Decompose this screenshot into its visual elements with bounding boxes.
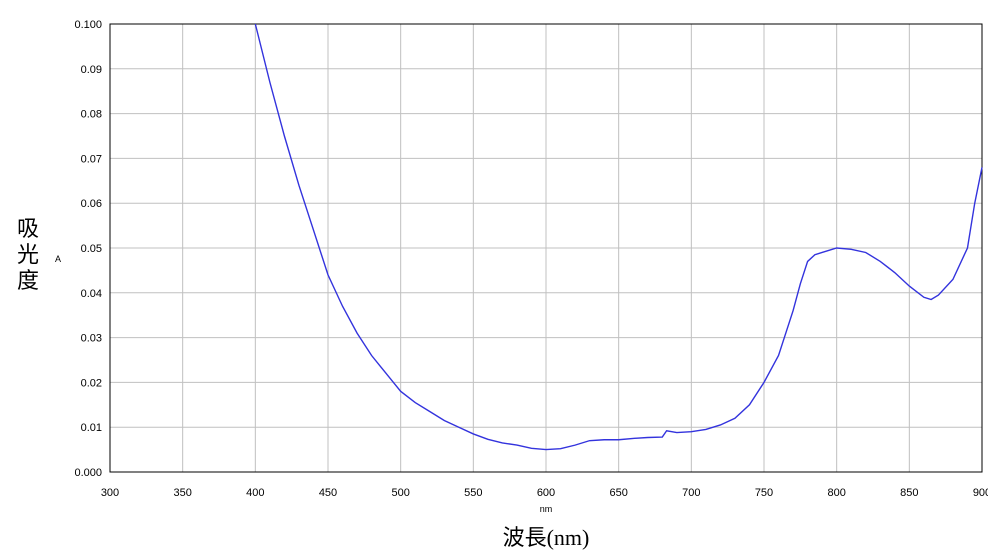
y-axis-unit: A xyxy=(55,254,61,264)
x-tick-label: 850 xyxy=(900,487,918,499)
x-tick-label: 500 xyxy=(391,487,409,499)
x-tick-label: 350 xyxy=(173,487,191,499)
x-axis-unit: nm xyxy=(540,504,553,514)
x-tick-label: 800 xyxy=(827,487,845,499)
x-tick-label: 750 xyxy=(755,487,773,499)
y-tick-label: 0.100 xyxy=(74,19,102,31)
grid xyxy=(110,24,982,472)
y-tick-label: 0.03 xyxy=(81,333,102,345)
x-tick-label: 450 xyxy=(319,487,337,499)
y-tick-label: 0.01 xyxy=(81,422,102,434)
x-tick-label: 600 xyxy=(537,487,555,499)
y-tick-label: 0.04 xyxy=(81,288,102,300)
x-tick-label: 300 xyxy=(101,487,119,499)
absorbance-curve xyxy=(254,23,983,451)
x-tick-label: 650 xyxy=(609,487,627,499)
y-tick-label: 0.07 xyxy=(81,153,102,165)
x-tick-label: 400 xyxy=(246,487,264,499)
y-tick-label: 0.08 xyxy=(81,109,102,121)
x-tick-labels: 300 350 400 450 500 550 600 650 700 750 800 850 900 xyxy=(101,487,988,499)
plot-frame xyxy=(109,23,983,473)
x-tick-label: 900 xyxy=(973,487,988,499)
y-tick-label: 0.02 xyxy=(81,377,102,389)
x-tick-label: 700 xyxy=(682,487,700,499)
y-axis-label: 吸光度 xyxy=(17,216,39,293)
y-tick-label: 0.000 xyxy=(74,467,102,479)
x-axis-label: 波長(nm) xyxy=(503,525,590,550)
y-tick-label: 0.09 xyxy=(81,64,102,76)
y-tick-label: 0.05 xyxy=(81,243,102,255)
x-tick-label: 550 xyxy=(464,487,482,499)
y-tick-labels: 0.000 0.01 0.02 0.03 0.04 0.05 0.06 0.07 0.08 0.0… xyxy=(74,19,102,479)
y-tick-label: 0.06 xyxy=(81,198,102,210)
